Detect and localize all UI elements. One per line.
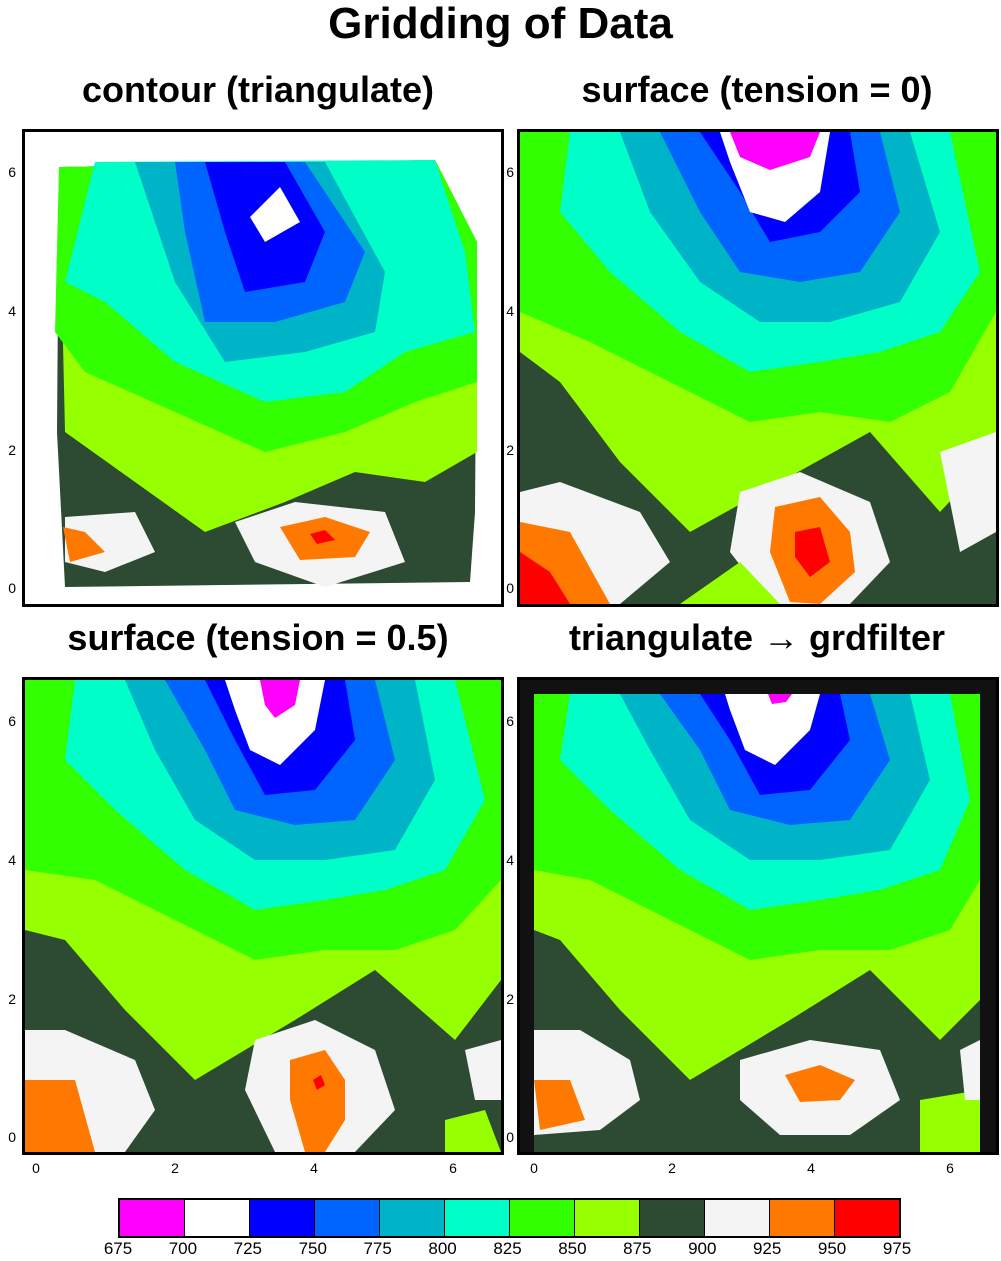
y-tick-2-p4: 2 xyxy=(506,991,514,1007)
colorbar-swatch-875 xyxy=(640,1200,705,1236)
colorbar-swatch-925 xyxy=(770,1200,835,1236)
y-tick-4-p3: 4 xyxy=(8,852,16,868)
colorbar-label-800: 800 xyxy=(428,1239,457,1258)
x-tick-6-p4: 6 xyxy=(946,1160,954,1176)
y-tick-6-p3: 6 xyxy=(8,713,16,729)
colorbar-swatch-900 xyxy=(705,1200,770,1236)
y-tick-2-p2: 2 xyxy=(506,442,514,458)
colorbar-label-975: 975 xyxy=(882,1239,912,1258)
colorbar-swatch-850 xyxy=(575,1200,640,1236)
panel-surface-tension-0-5 xyxy=(22,677,504,1155)
panel-surface-tension-0 xyxy=(517,129,999,607)
y-tick-2-p3: 2 xyxy=(8,991,16,1007)
colorbar-swatch-750 xyxy=(315,1200,380,1236)
x-tick-2-p3: 2 xyxy=(171,1160,179,1176)
x-tick-4-p3: 4 xyxy=(310,1160,318,1176)
colorbar-label-925: 925 xyxy=(752,1239,782,1258)
colorbar-label-750: 750 xyxy=(298,1239,327,1258)
panel-3-plot xyxy=(25,680,501,1152)
y-tick-2-p1: 2 xyxy=(8,442,16,458)
panel-title-2: surface (tension = 0) xyxy=(581,69,933,110)
y-tick-0-p4: 0 xyxy=(506,1129,514,1145)
y-tick-4-p1: 4 xyxy=(8,303,16,319)
panel-1-plot xyxy=(25,132,501,604)
colorbar xyxy=(118,1198,901,1238)
band-925-950-left xyxy=(63,527,105,562)
y-tick-6-p1: 6 xyxy=(8,164,16,180)
y-tick-4-p4: 4 xyxy=(506,852,514,868)
colorbar-swatch-700 xyxy=(185,1200,250,1236)
panel-4-plot xyxy=(520,680,996,1152)
y-tick-6-p4: 6 xyxy=(506,713,514,729)
colorbar-label-775: 775 xyxy=(363,1239,392,1258)
colorbar-swatch-675 xyxy=(120,1200,185,1236)
colorbar-label-900: 900 xyxy=(688,1239,717,1258)
colorbar-label-850: 850 xyxy=(558,1239,587,1258)
colorbar-label-700: 700 xyxy=(168,1239,198,1258)
panel-title-1: contour (triangulate) xyxy=(82,69,434,110)
panel-contour-triangulate xyxy=(22,129,504,607)
x-tick-6-p3: 6 xyxy=(449,1160,457,1176)
colorbar-swatch-725 xyxy=(250,1200,315,1236)
y-tick-0-p3: 0 xyxy=(8,1129,16,1145)
colorbar-label-725: 725 xyxy=(233,1239,263,1258)
colorbar-swatch-950 xyxy=(835,1200,899,1236)
x-tick-0-p3: 0 xyxy=(32,1160,40,1176)
band-700-725 xyxy=(250,187,300,242)
y-tick-0-p1: 0 xyxy=(8,580,16,596)
main-title: Gridding of Data xyxy=(328,0,673,48)
panel-title-4: triangulate → grdfilter xyxy=(568,617,946,658)
x-tick-2-p4: 2 xyxy=(668,1160,676,1176)
panel-2-plot xyxy=(520,132,996,604)
y-tick-0-p2: 0 xyxy=(506,580,514,596)
colorbar-label-825: 825 xyxy=(493,1239,522,1258)
colorbar-swatch-775 xyxy=(380,1200,445,1236)
colorbar-label-950: 950 xyxy=(817,1239,847,1258)
y-tick-4-p2: 4 xyxy=(506,303,514,319)
colorbar-swatch-825 xyxy=(510,1200,575,1236)
x-tick-4-p4: 4 xyxy=(807,1160,815,1176)
panel-triangulate-grdfilter xyxy=(517,677,999,1155)
y-tick-6-p2: 6 xyxy=(506,164,514,180)
panel-title-3: surface (tension = 0.5) xyxy=(67,617,449,658)
colorbar-label-675: 675 xyxy=(103,1239,133,1258)
colorbar-label-875: 875 xyxy=(623,1239,652,1258)
x-tick-0-p4: 0 xyxy=(530,1160,538,1176)
band-950-975 xyxy=(310,530,335,544)
colorbar-swatch-800 xyxy=(445,1200,510,1236)
